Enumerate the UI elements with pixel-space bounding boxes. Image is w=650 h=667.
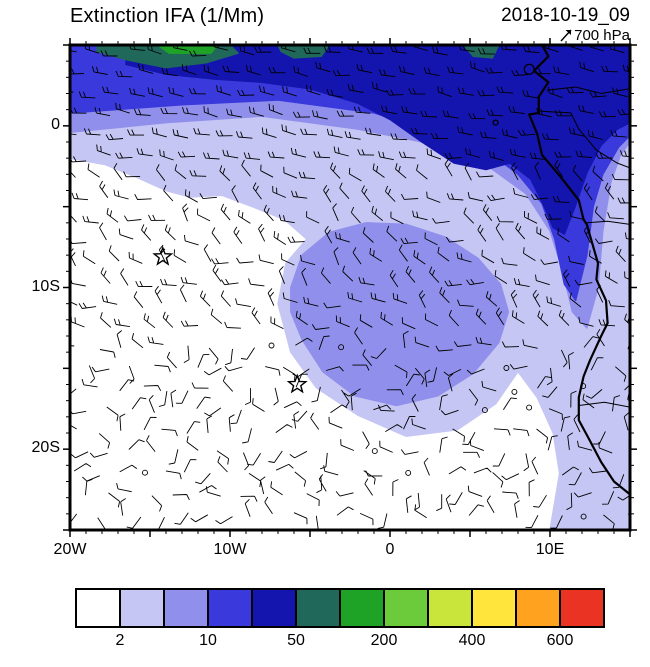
x-axis-label-10W: 10W	[213, 541, 247, 558]
calm-wind-symbol	[405, 469, 412, 476]
island-outline	[492, 119, 499, 126]
wind-barb-icon	[560, 29, 572, 42]
colorbar-tick-label-10: 10	[199, 632, 217, 649]
country-border	[586, 220, 630, 225]
calm-wind-symbol	[142, 469, 148, 476]
colorbar-cell-7	[383, 588, 429, 628]
axes-frame	[63, 38, 637, 537]
y-axis-label-20S: 20S	[31, 439, 60, 457]
pressure-level-label: 700 hPa	[574, 27, 630, 44]
colorbar-tick-label-600: 600	[546, 632, 574, 649]
contour-region-50-100	[277, 45, 330, 59]
colorbar-labels: 2 10 50 200 400 600	[0, 632, 650, 654]
contour-region-50-100	[462, 45, 500, 59]
colorbar-cell-6	[339, 588, 385, 628]
colorbar-cell-9	[471, 588, 517, 628]
y-axis-label-0: 0	[51, 115, 60, 133]
contour-region-5-10	[290, 222, 510, 407]
colorbar-tick-label-200: 200	[370, 632, 398, 649]
map-field	[70, 45, 630, 530]
calm-wind-symbol	[580, 383, 587, 390]
x-axis-label-20W: 20W	[53, 541, 87, 558]
contour-region-100-200	[157, 45, 218, 54]
wind-barbs	[70, 45, 630, 530]
calm-wind-symbol	[481, 407, 488, 414]
colorbar-cell-8	[427, 588, 473, 628]
calm-wind-symbol	[511, 388, 518, 395]
map-canvas	[63, 38, 637, 537]
star-marker	[152, 245, 174, 266]
plot-datetime: 2018-10-19_09	[501, 5, 630, 26]
calm-wind-symbol	[526, 404, 533, 411]
colorbar-cell-10	[515, 588, 561, 628]
calm-wind-symbol	[503, 365, 510, 371]
country-border	[540, 110, 630, 169]
calm-wind-symbol	[338, 344, 345, 351]
coastline	[528, 45, 630, 496]
country-border	[546, 86, 630, 95]
colorbar-cell-11	[559, 588, 605, 628]
colorbar-tick-label-50: 50	[287, 632, 305, 649]
calm-wind-symbol	[371, 448, 378, 455]
x-axis-label-10E: 10E	[535, 541, 565, 558]
x-axis-label-0: 0	[385, 541, 395, 558]
calm-wind-symbol	[580, 513, 587, 520]
colorbar	[75, 588, 605, 628]
colorbar-cell-5	[295, 588, 341, 628]
y-axis-label-10S: 10S	[31, 277, 60, 295]
island-outline	[523, 63, 535, 75]
star-marker	[286, 373, 308, 394]
colorbar-cell-1	[119, 588, 165, 628]
colorbar-cell-4	[251, 588, 297, 628]
country-border	[578, 401, 630, 408]
pressure-level: 700 hPa	[559, 27, 630, 44]
plot-title: Extinction IFA (1/Mm)	[70, 5, 265, 27]
colorbar-cell-2	[163, 588, 209, 628]
colorbar-cell-3	[207, 588, 253, 628]
colorbar-tick-label-2: 2	[115, 632, 125, 649]
colorbar-tick-label-400: 400	[458, 632, 486, 649]
colorbar-cell-0	[75, 588, 121, 628]
calm-wind-symbol	[268, 342, 275, 349]
